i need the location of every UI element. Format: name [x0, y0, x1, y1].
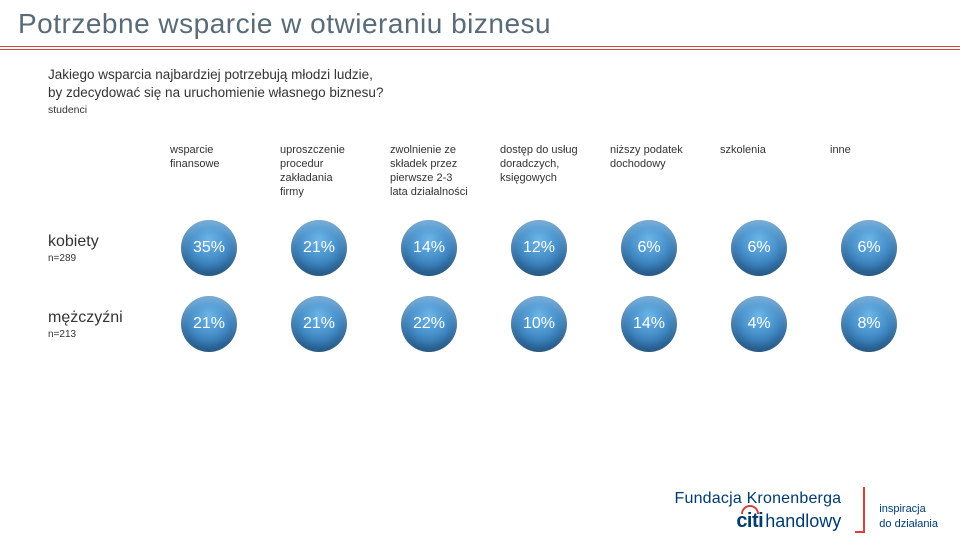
- table-row: mężczyźni n=213 21% 21% 22% 10% 14% 4% 8…: [0, 297, 960, 351]
- col-header-0: wsparcie finansowe: [170, 144, 248, 199]
- footer: Fundacja Kronenberga citi handlowy inspi…: [675, 487, 939, 533]
- citi-logo: citi: [736, 510, 763, 533]
- value-bubble: 21%: [291, 296, 347, 352]
- tagline-line-1: inspiracja: [879, 502, 938, 516]
- tagline-line-2: do działania: [879, 517, 938, 531]
- value-bubble: 6%: [841, 220, 897, 276]
- subtitle-line-1: Jakiego wsparcia najbardziej potrzebują …: [0, 66, 960, 84]
- value-bubble: 8%: [841, 296, 897, 352]
- column-headers: wsparcie finansowe uproszczenie procedur…: [0, 144, 960, 199]
- value-bubble: 22%: [401, 296, 457, 352]
- col-header-3: dostęp do usług doradczych, księgowych: [500, 144, 578, 199]
- value-bubble: 14%: [401, 220, 457, 276]
- col-header-4: niższy podatek dochodowy: [610, 144, 688, 199]
- value-bubble: 35%: [181, 220, 237, 276]
- row-n-kobiety: n=289: [48, 253, 170, 264]
- value-bubble: 6%: [731, 220, 787, 276]
- divider-top: [0, 46, 960, 47]
- table-row: kobiety n=289 35% 21% 14% 12% 6% 6% 6%: [0, 221, 960, 275]
- value-bubble: 14%: [621, 296, 677, 352]
- page-title: Potrzebne wsparcie w otwieraniu biznesu: [0, 0, 960, 46]
- col-header-1: uproszczenie procedur zakładania firmy: [280, 144, 358, 199]
- divider-bottom: [0, 49, 960, 50]
- subtitle-line-2: by zdecydować się na uruchomienie własne…: [0, 84, 960, 102]
- row-label-kobiety: kobiety: [48, 233, 170, 251]
- value-bubble: 21%: [291, 220, 347, 276]
- row-n-mezczyzni: n=213: [48, 329, 170, 340]
- value-bubble: 6%: [621, 220, 677, 276]
- value-bubble: 21%: [181, 296, 237, 352]
- tagline: inspiracja do działania: [879, 502, 938, 533]
- value-bubble: 4%: [731, 296, 787, 352]
- value-bubble: 10%: [511, 296, 567, 352]
- row-label-mezczyzni: mężczyźni: [48, 309, 170, 327]
- bracket-icon: [855, 487, 865, 533]
- col-header-6: inne: [830, 144, 908, 199]
- col-header-2: zwolnienie ze składek przez pierwsze 2-3…: [390, 144, 468, 199]
- brand-kronenberga: Fundacja Kronenberga: [675, 490, 842, 508]
- value-bubble: 12%: [511, 220, 567, 276]
- sample-note: studenci: [0, 104, 960, 116]
- brand-block: Fundacja Kronenberga citi handlowy: [675, 490, 842, 533]
- col-header-5: szkolenia: [720, 144, 798, 199]
- handlowy-text: handlowy: [765, 511, 841, 532]
